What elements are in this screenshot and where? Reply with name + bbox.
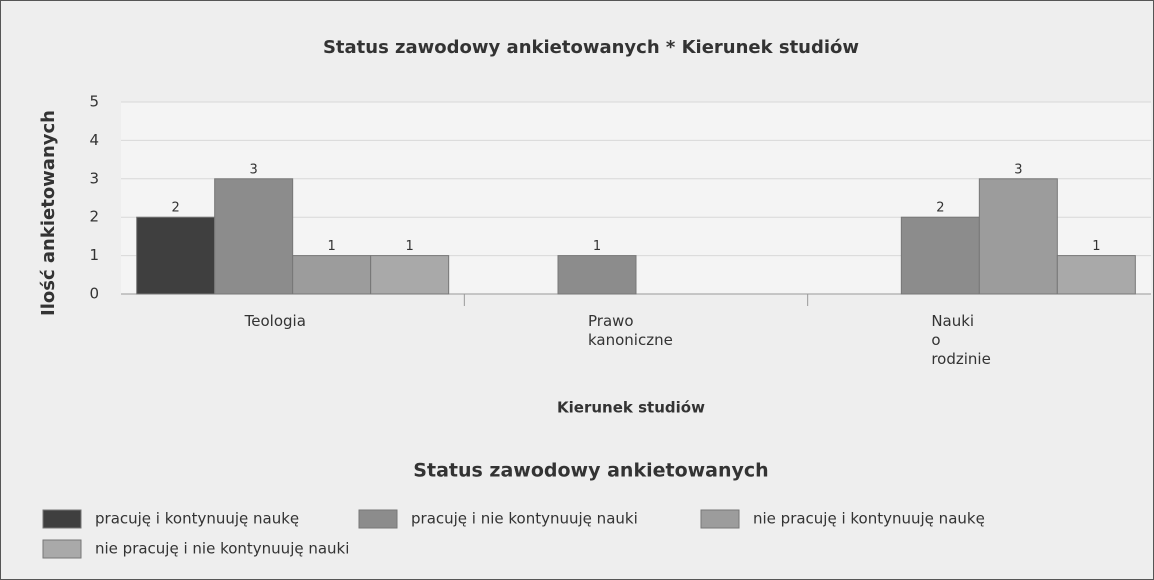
y-tick-label: 3 bbox=[89, 169, 99, 187]
data-label: 3 bbox=[1014, 162, 1022, 177]
data-label: 1 bbox=[328, 239, 336, 254]
legend-swatch bbox=[42, 509, 82, 529]
bar bbox=[214, 178, 294, 295]
legend-label: nie pracuję i kontynuuję naukę bbox=[753, 510, 985, 528]
bar bbox=[557, 255, 637, 295]
legend-label: nie pracuję i nie kontynuuję nauki bbox=[95, 540, 349, 558]
data-label: 1 bbox=[593, 239, 601, 254]
legend-label: pracuję i nie kontynuuję nauki bbox=[411, 510, 638, 528]
legend-title: Status zawodowy ankietowanych bbox=[413, 460, 768, 482]
bar bbox=[1056, 255, 1136, 295]
y-tick-label: 1 bbox=[89, 246, 99, 264]
x-tick-label: Prawo kanoniczne bbox=[588, 312, 673, 349]
y-tick-label: 5 bbox=[89, 93, 99, 111]
x-axis-label: Kierunek studiów bbox=[557, 399, 705, 417]
data-label: 3 bbox=[250, 162, 258, 177]
y-axis-label: Ilość ankietowanych bbox=[38, 110, 59, 316]
x-tick-label: Teologia bbox=[244, 312, 306, 330]
chart-title: Status zawodowy ankietowanych * Kierunek… bbox=[323, 37, 859, 58]
data-label: 2 bbox=[936, 201, 944, 216]
bar bbox=[370, 255, 450, 295]
bar bbox=[292, 255, 372, 295]
data-label: 1 bbox=[1092, 239, 1100, 254]
bar bbox=[900, 216, 980, 295]
bar bbox=[136, 216, 216, 295]
y-tick-label: 0 bbox=[89, 285, 99, 303]
y-tick-label: 2 bbox=[89, 208, 99, 226]
legend-swatch bbox=[700, 509, 740, 529]
y-tick-label: 4 bbox=[89, 131, 99, 149]
x-tick-label: Nauki o rodzinie bbox=[931, 312, 991, 368]
legend-label: pracuję i kontynuuję naukę bbox=[95, 510, 299, 528]
legend-swatch bbox=[358, 509, 398, 529]
bar bbox=[978, 178, 1058, 295]
data-label: 2 bbox=[172, 201, 180, 216]
data-label: 1 bbox=[406, 239, 414, 254]
legend-swatch bbox=[42, 539, 82, 559]
